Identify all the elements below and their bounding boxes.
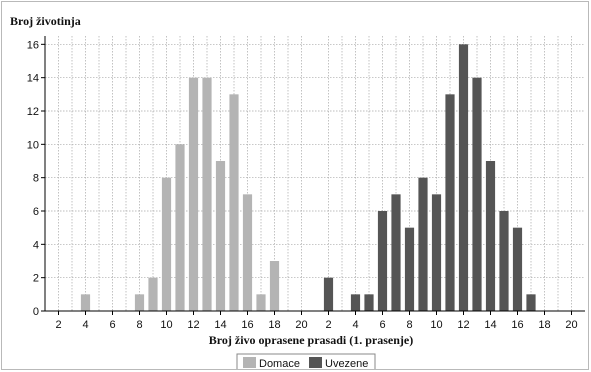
x-tick-label-p1-14: 14: [484, 319, 496, 331]
histogram-chart: 0 2 4 6 8 10 12 14 16 2 4 6 8 10 12 14 16 18 20 2 4 6 8 10 12 14…: [10, 14, 585, 369]
x-tick-label-p0-20: 20: [295, 319, 307, 331]
x-tick-label-p1-10: 10: [430, 319, 442, 331]
bar-uvezene-13: [472, 77, 482, 312]
y-tick-label-16: 16: [27, 39, 39, 51]
x-tick-label-p0-2: 2: [55, 319, 61, 331]
y-tick-label-4: 4: [33, 239, 39, 251]
y-tick-label-12: 12: [27, 106, 39, 118]
bar-domace-11: [175, 144, 185, 311]
x-tick-label-p0-18: 18: [268, 319, 280, 331]
axes: [41, 36, 585, 315]
bar-uvezene-10: [431, 194, 442, 311]
legend-swatch-uvezene: [309, 357, 322, 368]
bar-uvezene-7: [391, 194, 401, 311]
x-tick-label-p1-12: 12: [457, 319, 469, 331]
y-tick-label-2: 2: [33, 273, 39, 285]
x-tick-label-p0-12: 12: [187, 319, 199, 331]
y-tick-label-6: 6: [33, 206, 39, 218]
x-tick-label-p0-16: 16: [241, 319, 253, 331]
bar-uvezene-9: [418, 177, 428, 311]
bar-uvezene-16: [512, 227, 523, 311]
x-axis-label: Broj živo oprasene prasadi (1. prasenje): [209, 333, 413, 347]
bar-uvezene-12: [458, 44, 469, 311]
bar-uvezene-2: [323, 277, 334, 311]
bar-domace-16: [242, 194, 253, 311]
x-tick-label-p1-18: 18: [538, 319, 550, 331]
legend-box: [236, 353, 376, 369]
bar-uvezene-11: [445, 94, 455, 311]
bar-domace-10: [161, 177, 172, 311]
x-tick-label-p0-4: 4: [82, 319, 88, 331]
bar-uvezene-4: [350, 294, 361, 311]
x-tick-label-p0-10: 10: [160, 319, 172, 331]
legend-label-uvezene: Uvezene: [325, 358, 368, 369]
bar-domace-13: [202, 77, 212, 312]
y-tick-label-14: 14: [27, 73, 39, 85]
x-tick-label-p1-8: 8: [406, 319, 412, 331]
x-tick-label-p0-6: 6: [109, 319, 115, 331]
y-tick-label-8: 8: [33, 173, 39, 185]
bar-domace-12: [188, 77, 199, 312]
bar-uvezene-14: [485, 161, 496, 311]
bar-domace-17: [256, 294, 266, 311]
x-tick-label-p1-4: 4: [352, 319, 358, 331]
bar-domace-4: [80, 294, 91, 311]
y-tick-labels: 0 2 4 6 8 10 12 14 16: [27, 39, 39, 318]
legend-label-domace: Domace: [259, 358, 300, 369]
bar-uvezene-8: [404, 227, 415, 311]
bar-domace-15: [229, 94, 239, 311]
bar-uvezene-5: [364, 294, 374, 311]
bars: [80, 44, 536, 312]
bar-domace-8: [134, 294, 145, 311]
bar-uvezene-17: [526, 294, 536, 311]
bar-domace-18: [269, 261, 280, 311]
y-tick-label-10: 10: [27, 139, 39, 151]
x-tick-label-p1-16: 16: [511, 319, 523, 331]
x-tick-label-p0-14: 14: [214, 319, 226, 331]
y-axis-label: Broj životinja: [10, 14, 81, 28]
bar-uvezene-6: [377, 211, 388, 311]
x-tick-labels: 2 4 6 8 10 12 14 16 18 20 2 4 6 8 10 12 14 16 18 20: [55, 319, 577, 331]
x-tick-label-p0-8: 8: [136, 319, 142, 331]
legend-swatch-domace: [243, 357, 256, 368]
x-tick-label-p1-20: 20: [565, 319, 577, 331]
bar-uvezene-15: [499, 211, 509, 311]
legend: Domace Uvezene: [236, 353, 376, 369]
bar-domace-9: [148, 277, 158, 311]
x-tick-label-p1-2: 2: [325, 319, 331, 331]
bar-domace-14: [215, 161, 226, 311]
x-tick-label-p1-6: 6: [379, 319, 385, 331]
y-tick-label-0: 0: [33, 306, 39, 318]
